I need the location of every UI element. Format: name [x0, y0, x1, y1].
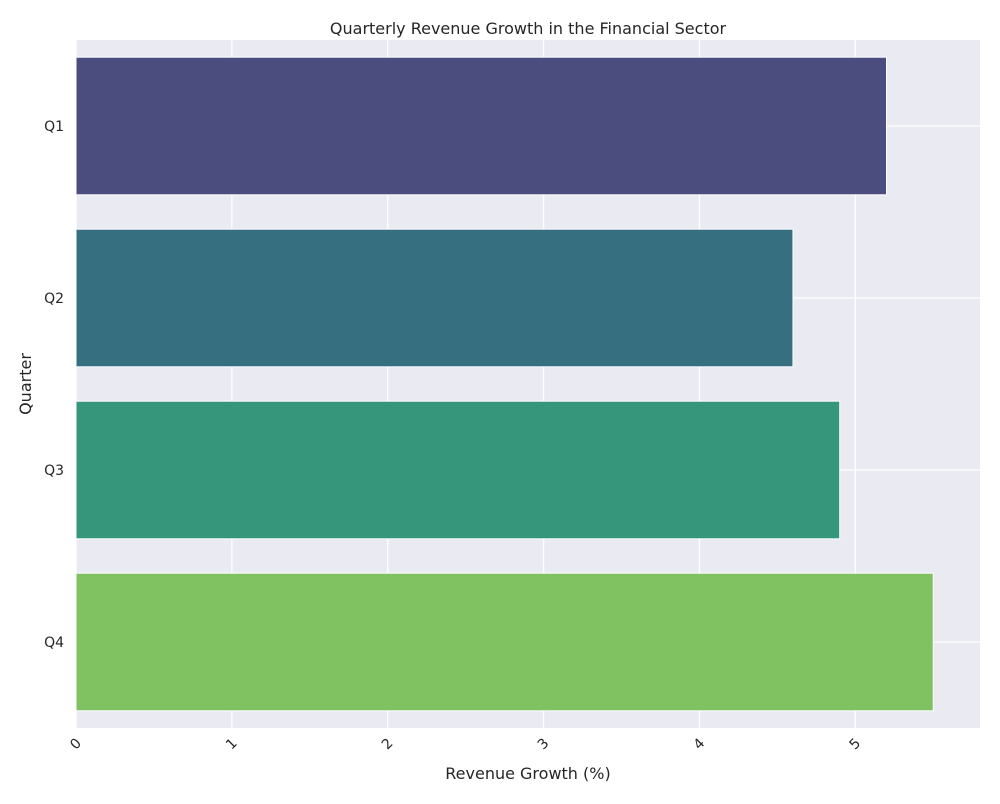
x-tick-label: 5	[847, 736, 865, 754]
bar-q4	[75, 572, 934, 712]
bar-q2	[75, 228, 794, 368]
y-tick-label: Q3	[44, 463, 64, 479]
y-axis-label: Quarter	[16, 353, 35, 415]
x-tick-label: 0	[67, 736, 85, 754]
bar-q1	[75, 56, 887, 196]
x-tick-label: 1	[223, 736, 241, 754]
x-tick-label: 2	[379, 736, 397, 754]
y-tick-label: Q4	[44, 635, 64, 651]
y-tick-labels: Q1 Q2 Q3 Q4	[44, 119, 64, 651]
y-tick-label: Q1	[44, 119, 64, 135]
x-tick-labels: 0 1 2 3 4 5	[67, 735, 864, 753]
bar-q3	[75, 400, 841, 540]
bars	[75, 56, 934, 712]
x-axis-label: Revenue Growth (%)	[445, 764, 610, 783]
chart-title: Quarterly Revenue Growth in the Financia…	[330, 19, 727, 38]
y-tick-label: Q2	[44, 291, 64, 307]
x-tick-label: 3	[535, 736, 553, 754]
x-tick-label: 4	[691, 735, 709, 753]
